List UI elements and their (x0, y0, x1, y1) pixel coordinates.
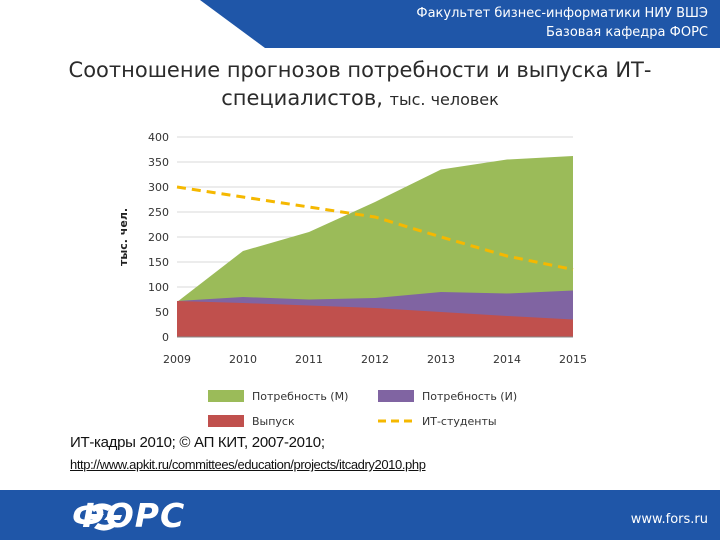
y-tick-label: 0 (162, 331, 169, 344)
legend-label: Выпуск (252, 415, 295, 428)
y-tick-label: 200 (148, 231, 169, 244)
legend-label: Потребность (М) (252, 390, 348, 403)
y-tick-label: 350 (148, 156, 169, 169)
y-tick-label: 400 (148, 131, 169, 144)
x-tick-label: 2011 (295, 353, 323, 366)
logo-text: ФОРС (72, 496, 186, 535)
source-note: ИТ-кадры 2010; © АП КИТ, 2007-2010; http… (70, 431, 426, 475)
source-citation: ИТ-кадры 2010; © АП КИТ, 2007-2010; (70, 434, 325, 451)
legend-label: ИТ-студенты (422, 415, 497, 428)
x-tick-label: 2009 (163, 353, 191, 366)
chart-title-unit: тыс. человек (389, 90, 499, 109)
x-tick-label: 2010 (229, 353, 257, 366)
y-tick-label: 300 (148, 181, 169, 194)
legend-swatch (208, 390, 244, 402)
header-text: Факультет бизнес-информатики НИУ ВШЭ Баз… (416, 4, 708, 42)
x-tick-label: 2012 (361, 353, 389, 366)
x-tick-label: 2013 (427, 353, 455, 366)
y-tick-label: 250 (148, 206, 169, 219)
series-line-3 (176, 185, 574, 271)
header-band (200, 0, 720, 48)
header-faculty: Факультет бизнес-информатики НИУ ВШЭ (416, 6, 708, 21)
area-chart: 0 50 100 150 200 250 300 350 400 тыс. чел. 2009 201… (117, 131, 587, 428)
x-tick-label: 2014 (493, 353, 521, 366)
y-axis-label: тыс. чел. (117, 208, 130, 266)
legend-swatch (378, 390, 414, 402)
y-tick-label: 150 (148, 256, 169, 269)
legend-label: Потребность (И) (422, 390, 517, 403)
fors-logo-icon (86, 503, 122, 531)
chart-title: Соотношение прогнозов потребности и выпу… (40, 56, 680, 114)
series-area-0 (177, 156, 573, 337)
header-department: Базовая кафедра ФОРС (546, 25, 708, 40)
chart-title-main: Соотношение прогнозов потребности и выпу… (68, 58, 652, 110)
y-tick-label: 100 (148, 281, 169, 294)
y-tick-label: 50 (155, 306, 169, 319)
legend-swatch (208, 415, 244, 427)
source-link[interactable]: http://www.apkit.ru/committees/education… (70, 457, 426, 472)
footer-website[interactable]: www.fors.ru (630, 512, 708, 527)
series-area-2 (177, 301, 573, 337)
x-tick-label: 2015 (559, 353, 587, 366)
